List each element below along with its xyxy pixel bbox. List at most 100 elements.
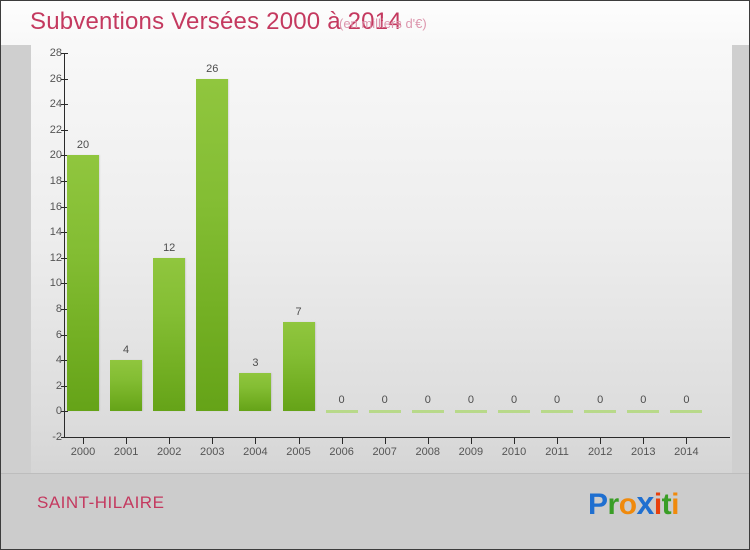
y-axis-tick-label: -2 <box>52 431 62 443</box>
x-axis-tick-mark <box>600 438 602 444</box>
y-axis-tick-mark <box>61 78 68 80</box>
y-axis-tick-label: 14 <box>49 226 62 239</box>
x-axis-tick-mark <box>126 438 128 444</box>
y-axis-tick-mark <box>61 283 68 285</box>
y-axis-tick-label: 16 <box>49 200 62 213</box>
page-title: Subventions Versées 2000 à 2014 <box>30 8 402 35</box>
bar-value-label: 0 <box>424 394 431 407</box>
y-axis-tick-mark <box>61 360 68 362</box>
x-axis-tick-label: 2008 <box>415 446 441 458</box>
bar-value-label: 3 <box>252 357 259 369</box>
bar-2003[interactable] <box>196 78 229 412</box>
logo-letter: i <box>653 488 662 521</box>
proxiti-logo[interactable]: Proxiti <box>588 485 680 523</box>
y-axis-tick: 2 <box>31 380 71 392</box>
y-axis-tick: 26 <box>31 73 71 85</box>
y-axis-tick: 28 <box>31 47 71 59</box>
y-axis-tick-mark <box>61 257 68 259</box>
bar-2009[interactable] <box>454 410 487 414</box>
x-axis-tick-mark <box>298 438 300 444</box>
bar-value-label: 26 <box>206 62 219 75</box>
bar-value-label: 0 <box>640 394 647 407</box>
bar-2012[interactable] <box>584 410 617 414</box>
y-axis-tick: 20 <box>31 149 71 161</box>
x-axis-tick-label: 2003 <box>200 446 225 458</box>
y-axis-tick-label: 4 <box>55 354 62 367</box>
bar-2004[interactable] <box>239 373 272 412</box>
logo-letter: o <box>618 488 637 521</box>
bar-2000[interactable] <box>67 155 99 412</box>
y-axis-tick: 6 <box>31 329 71 341</box>
logo-letter: r <box>607 488 620 521</box>
y-axis-tick-mark <box>61 104 68 106</box>
bar-2007[interactable] <box>368 410 401 414</box>
x-axis-tick-mark <box>384 438 386 444</box>
bar-2011[interactable] <box>541 410 574 414</box>
y-axis-tick: 4 <box>31 354 71 366</box>
x-axis-tick-mark <box>427 438 429 444</box>
bar-2002[interactable] <box>153 257 186 412</box>
y-axis-tick-label: 24 <box>49 98 62 111</box>
bar-value-label: 0 <box>554 394 561 407</box>
bar-2014[interactable] <box>670 410 703 414</box>
bar-2005[interactable] <box>282 321 315 412</box>
bar-2001[interactable] <box>110 360 143 412</box>
y-axis-tick: 24 <box>31 98 71 110</box>
x-axis-tick-mark <box>470 438 472 444</box>
bar-value-label: 4 <box>123 344 130 357</box>
logo-letter: P <box>588 488 608 521</box>
x-axis-tick-label: 2009 <box>458 446 484 458</box>
y-axis-tick-label: 28 <box>49 47 62 59</box>
commune-name: SAINT-HILAIRE <box>37 493 165 512</box>
x-axis-tick-mark <box>686 438 688 444</box>
y-axis-tick-label: 26 <box>49 72 62 85</box>
bar-2008[interactable] <box>411 410 444 414</box>
footer-divider <box>1 473 749 474</box>
y-axis-tick-mark <box>61 437 68 438</box>
y-axis-tick-label: 6 <box>55 328 62 341</box>
bar-2010[interactable] <box>498 410 530 414</box>
y-axis-tick: 14 <box>31 226 71 238</box>
y-axis-tick-label: 0 <box>55 405 62 418</box>
y-axis-tick-label: 22 <box>49 123 62 136</box>
y-axis-tick-label: 20 <box>49 149 62 162</box>
bar-value-label: 7 <box>295 305 302 318</box>
bar-2013[interactable] <box>627 410 660 414</box>
bar-value-label: 12 <box>163 241 176 254</box>
y-axis-tick: 0 <box>31 405 71 417</box>
bar-2006[interactable] <box>325 410 358 414</box>
y-axis-tick-label: 12 <box>49 251 62 264</box>
y-axis-tick-label: 2 <box>55 379 62 392</box>
y-axis-tick-mark <box>61 385 68 387</box>
x-axis-tick-mark <box>83 438 84 444</box>
chart-footer: SAINT-HILAIRE <box>1 473 749 549</box>
y-axis-tick-mark <box>61 206 68 208</box>
y-axis-tick-label: 18 <box>49 175 62 187</box>
logo-letter: i <box>671 488 680 521</box>
bar-value-label: 0 <box>338 394 345 407</box>
chart-units-subtitle: (en milliers d'€) <box>339 16 427 31</box>
y-axis-tick-mark <box>61 129 68 131</box>
y-axis-tick: 12 <box>31 252 71 264</box>
y-axis-tick: 16 <box>31 201 71 213</box>
x-axis-line <box>64 437 730 438</box>
y-axis-tick-mark <box>61 181 68 182</box>
y-axis-tick: 8 <box>31 303 71 315</box>
x-axis-tick-label: 2005 <box>286 446 311 458</box>
y-axis-tick-label: 8 <box>55 303 62 315</box>
x-axis-tick-label: 2004 <box>243 446 268 458</box>
bar-value-label: 0 <box>510 394 518 407</box>
y-axis-tick: -2 <box>31 431 71 443</box>
bar-value-label: 0 <box>597 394 604 407</box>
x-axis-tick-label: 2012 <box>587 446 613 458</box>
chart-plot-area: 28 26 24 22 20 18 16 14 12 10 8 6 4 2 0 -2 2000 2001 2002… <box>31 45 732 473</box>
x-axis-tick-label: 2011 <box>545 446 569 458</box>
y-axis-tick-label: 10 <box>49 277 62 290</box>
y-axis-tick-mark <box>61 53 68 54</box>
logo-letter: t <box>661 488 672 521</box>
y-axis-tick: 22 <box>31 124 71 136</box>
x-axis-tick-mark <box>557 438 559 444</box>
y-axis-line <box>64 53 65 438</box>
x-axis-tick-label: 2002 <box>156 446 182 458</box>
